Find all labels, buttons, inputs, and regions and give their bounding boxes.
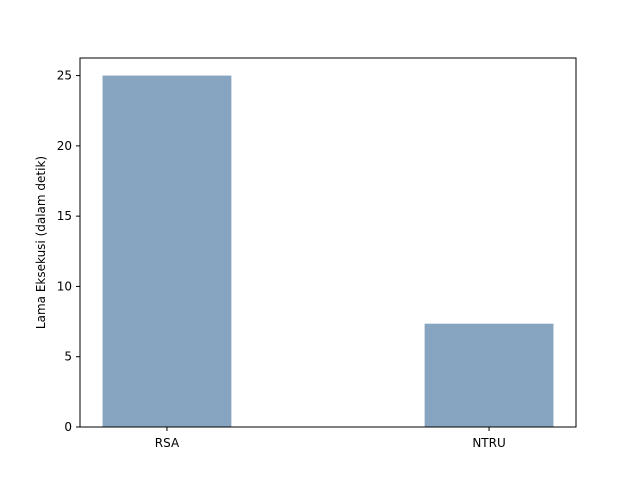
- y-tick-label: 10: [57, 279, 72, 293]
- y-tick-label: 15: [57, 209, 72, 223]
- y-tick-label: 5: [64, 350, 72, 364]
- x-tick-label: RSA: [155, 436, 180, 450]
- bar-rsa: [102, 75, 232, 428]
- y-tick-label: 0: [64, 420, 72, 434]
- bars-group: [102, 75, 554, 428]
- plot-frame: [79, 57, 577, 428]
- bar-ntru: [424, 323, 554, 427]
- x-tick-label: NTRU: [472, 436, 505, 450]
- y-axis-label: Lama Eksekusi (dalam detik): [34, 156, 48, 329]
- y-tick-label: 20: [57, 139, 72, 153]
- y-axis-ticks: 0 5 10 15 20 25: [57, 69, 80, 434]
- y-tick-label: 25: [57, 69, 72, 83]
- x-axis-ticks: RSA NTRU: [155, 427, 506, 450]
